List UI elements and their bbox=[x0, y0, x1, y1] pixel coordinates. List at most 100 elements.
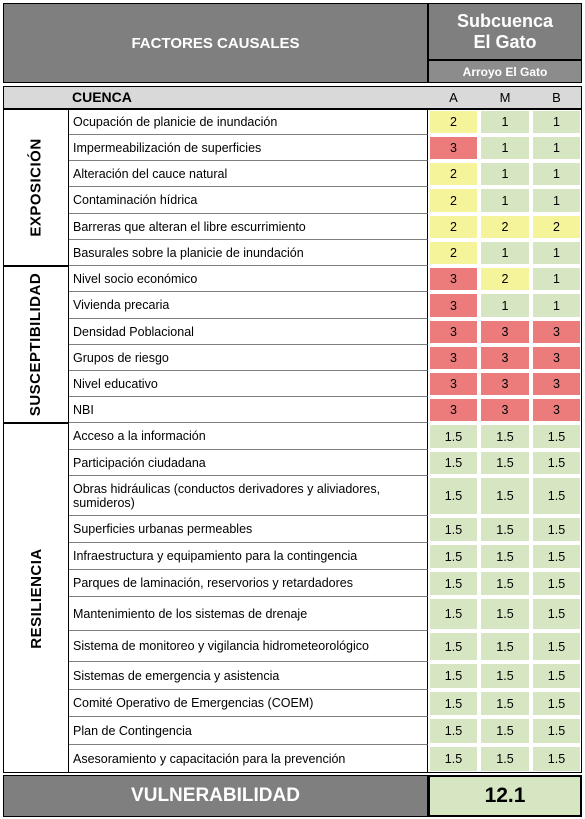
value-cell-m: 3 bbox=[480, 372, 530, 396]
value-cell-a: 1.5 bbox=[429, 632, 478, 661]
value-cell-b: 1.5 bbox=[532, 746, 581, 772]
value-cell-b: 3 bbox=[532, 398, 581, 422]
column-header-b: B bbox=[552, 90, 561, 105]
category-exposicion-label: EXPOSICIÓN bbox=[27, 138, 45, 237]
value-cell-m: 1.5 bbox=[480, 571, 530, 596]
factor-label: Participación ciudadana bbox=[69, 450, 428, 476]
factor-label: Obras hidráulicas (conductos derivadores… bbox=[69, 476, 428, 516]
value-cell-b: 1 bbox=[532, 136, 581, 160]
value-cell-m: 1 bbox=[480, 241, 530, 265]
value-cell-a: 2 bbox=[429, 215, 478, 239]
value-cell-a: 3 bbox=[429, 293, 478, 318]
value-cell-m: 2 bbox=[480, 267, 530, 291]
factor-label: Impermeabilización de superficies bbox=[69, 135, 428, 161]
value-cell-a: 1.5 bbox=[429, 424, 478, 449]
vulnerability-value: 12.1 bbox=[484, 784, 526, 807]
value-cell-a: 1.5 bbox=[429, 451, 478, 475]
value-cell-b: 1.5 bbox=[532, 632, 581, 661]
column-header-a: A bbox=[449, 90, 458, 105]
category-susceptibilidad-label: SUSCEPTIBILIDAD bbox=[27, 272, 45, 417]
value-cell-a: 1.5 bbox=[429, 571, 478, 596]
value-cell-b: 3 bbox=[532, 346, 581, 370]
factor-label: Comité Operativo de Emergencias (COEM) bbox=[69, 690, 428, 717]
value-cell-b: 1.5 bbox=[532, 571, 581, 596]
factor-label: Nivel socio económico bbox=[69, 266, 428, 292]
factors-title: FACTORES CAUSALES bbox=[131, 34, 300, 52]
value-cell-m: 1 bbox=[480, 110, 530, 134]
column-header-m: M bbox=[499, 90, 511, 105]
value-cell-m: 1 bbox=[480, 188, 530, 213]
value-cell-b: 1.5 bbox=[532, 598, 581, 630]
value-cell-b: 1 bbox=[532, 241, 581, 265]
value-cell-a: 3 bbox=[429, 320, 478, 344]
category-resiliencia: RESILIENCIA bbox=[3, 423, 69, 773]
value-cell-a: 1.5 bbox=[429, 663, 478, 689]
value-cell-m: 1 bbox=[480, 162, 530, 186]
factor-label: Basurales sobre la planicie de inundació… bbox=[69, 240, 428, 266]
value-cell-a: 3 bbox=[429, 267, 478, 291]
value-cell-a: 1.5 bbox=[429, 598, 478, 630]
subcuenca-line-1: Subcuenca bbox=[456, 10, 554, 31]
value-cell-a: 2 bbox=[429, 110, 478, 134]
factor-label: Grupos de riesgo bbox=[69, 345, 428, 371]
value-cell-a: 3 bbox=[429, 398, 478, 422]
vulnerability-label-cell: VULNERABILIDAD bbox=[3, 775, 428, 817]
factors-header: FACTORES CAUSALES bbox=[3, 3, 428, 83]
value-cell-m: 1 bbox=[480, 136, 530, 160]
value-cell-m: 1.5 bbox=[480, 663, 530, 689]
vulnerability-label: VULNERABILIDAD bbox=[131, 785, 300, 806]
value-cell-b: 1.5 bbox=[532, 424, 581, 449]
factor-label: Sistemas de emergencia y asistencia bbox=[69, 662, 428, 690]
factor-label: Alteración del cauce natural bbox=[69, 161, 428, 187]
category-susceptibilidad: SUSCEPTIBILIDAD bbox=[3, 266, 69, 423]
value-cell-b: 1.5 bbox=[532, 544, 581, 569]
value-cell-b: 1.5 bbox=[532, 663, 581, 689]
value-cell-a: 2 bbox=[429, 162, 478, 186]
arroyo-label: Arroyo El Gato bbox=[462, 64, 548, 79]
factor-label: Barreras que alteran el libre escurrimie… bbox=[69, 214, 428, 240]
subcuenca-header: Subcuenca El Gato bbox=[428, 3, 582, 60]
value-cell-m: 2 bbox=[480, 215, 530, 239]
value-cell-b: 1.5 bbox=[532, 718, 581, 744]
value-cell-a: 3 bbox=[429, 136, 478, 160]
cuenca-label: CUENCA bbox=[72, 89, 132, 105]
value-cell-b: 3 bbox=[532, 372, 581, 396]
value-cell-b: 1 bbox=[532, 188, 581, 213]
value-cell-m: 1.5 bbox=[480, 544, 530, 569]
value-cell-b: 1 bbox=[532, 110, 581, 134]
value-cell-a: 1.5 bbox=[429, 718, 478, 744]
value-cell-a: 1.5 bbox=[429, 691, 478, 716]
value-cell-b: 2 bbox=[532, 215, 581, 239]
factor-label: NBI bbox=[69, 397, 428, 423]
cuenca-row bbox=[3, 86, 582, 109]
category-resiliencia-label: RESILIENCIA bbox=[27, 547, 45, 649]
value-cell-a: 2 bbox=[429, 188, 478, 213]
value-cell-a: 3 bbox=[429, 346, 478, 370]
value-cell-m: 1.5 bbox=[480, 598, 530, 630]
value-cell-b: 1 bbox=[532, 267, 581, 291]
value-cell-m: 3 bbox=[480, 398, 530, 422]
factor-label: Infraestructura y equipamiento para la c… bbox=[69, 543, 428, 570]
value-cell-m: 1.5 bbox=[480, 517, 530, 542]
value-cell-m: 1.5 bbox=[480, 718, 530, 744]
factor-label: Densidad Poblacional bbox=[69, 319, 428, 345]
value-cell-m: 1 bbox=[480, 293, 530, 318]
factor-label: Mantenimiento de los sistemas de drenaje bbox=[69, 597, 428, 631]
value-cell-b: 3 bbox=[532, 320, 581, 344]
value-cell-b: 1.5 bbox=[532, 451, 581, 475]
vulnerability-value-cell: 12.1 bbox=[428, 775, 582, 817]
value-cell-b: 1 bbox=[532, 162, 581, 186]
category-exposicion: EXPOSICIÓN bbox=[3, 109, 69, 266]
factor-label: Asesoramiento y capacitación para la pre… bbox=[69, 745, 428, 773]
value-cell-b: 1 bbox=[532, 293, 581, 318]
factor-label: Parques de laminación, reservorios y ret… bbox=[69, 570, 428, 597]
value-cell-m: 1.5 bbox=[480, 746, 530, 772]
factor-label: Superficies urbanas permeables bbox=[69, 516, 428, 543]
value-cell-b: 1.5 bbox=[532, 517, 581, 542]
value-cell-m: 3 bbox=[480, 346, 530, 370]
value-cell-m: 1.5 bbox=[480, 451, 530, 475]
factor-label: Ocupación de planicie de inundación bbox=[69, 109, 428, 135]
arroyo-header: Arroyo El Gato bbox=[428, 60, 582, 83]
value-cell-m: 1.5 bbox=[480, 477, 530, 515]
